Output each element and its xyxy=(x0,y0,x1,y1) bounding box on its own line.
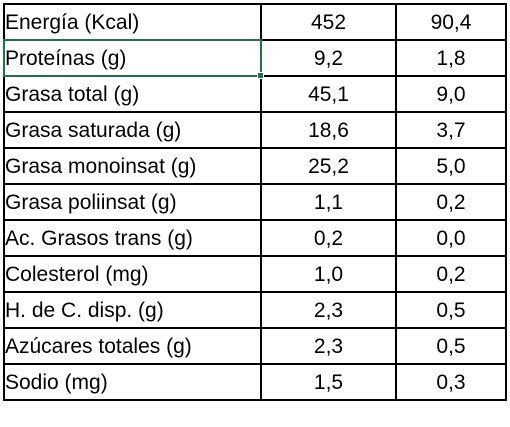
value-cell[interactable]: 1,8 xyxy=(395,39,507,77)
nutrition-table-body: Energía (Kcal) 452 90,4 Proteínas (g) 9,… xyxy=(3,3,507,401)
table-row: Energía (Kcal) 452 90,4 xyxy=(3,3,507,41)
value-cell[interactable]: 9,0 xyxy=(395,75,507,113)
value-cell[interactable]: 2,3 xyxy=(260,327,397,365)
value-cell[interactable]: 452 xyxy=(260,3,397,41)
value-cell[interactable]: 0,2 xyxy=(395,255,507,293)
value-cell[interactable]: 0,2 xyxy=(395,183,507,221)
value-cell[interactable]: 1,1 xyxy=(260,183,397,221)
nutrient-name-cell[interactable]: Grasa total (g) xyxy=(3,75,262,113)
table-row: H. de C. disp. (g) 2,3 0,5 xyxy=(3,291,507,329)
value-cell[interactable]: 25,2 xyxy=(260,147,397,185)
value-cell[interactable]: 18,6 xyxy=(260,111,397,149)
value-cell[interactable]: 0,2 xyxy=(260,219,397,257)
fill-handle[interactable] xyxy=(257,72,264,79)
table-row: Grasa saturada (g) 18,6 3,7 xyxy=(3,111,507,149)
table-row: Proteínas (g) 9,2 1,8 xyxy=(3,39,507,77)
nutrient-name-cell[interactable]: H. de C. disp. (g) xyxy=(3,291,262,329)
value-cell[interactable]: 9,2 xyxy=(260,39,397,77)
value-cell[interactable]: 0,5 xyxy=(395,291,507,329)
value-cell[interactable]: 2,3 xyxy=(260,291,397,329)
table-row: Sodio (mg) 1,5 0,3 xyxy=(3,363,507,401)
value-cell[interactable]: 3,7 xyxy=(395,111,507,149)
value-cell[interactable]: 45,1 xyxy=(260,75,397,113)
value-cell[interactable]: 0,3 xyxy=(395,363,507,401)
nutrient-name-cell[interactable]: Grasa saturada (g) xyxy=(3,111,262,149)
table-row: Grasa poliinsat (g) 1,1 0,2 xyxy=(3,183,507,221)
nutrient-name-cell[interactable]: Energía (Kcal) xyxy=(3,3,262,41)
nutrition-table: Energía (Kcal) 452 90,4 Proteínas (g) 9,… xyxy=(3,3,507,401)
table-row: Azúcares totales (g) 2,3 0,5 xyxy=(3,327,507,365)
nutrient-name-cell[interactable]: Grasa poliinsat (g) xyxy=(3,183,262,221)
value-cell[interactable]: 5,0 xyxy=(395,147,507,185)
table-row: Grasa total (g) 45,1 9,0 xyxy=(3,75,507,113)
value-cell[interactable]: 0,5 xyxy=(395,327,507,365)
value-cell[interactable]: 1,5 xyxy=(260,363,397,401)
table-row: Ac. Grasos trans (g) 0,2 0,0 xyxy=(3,219,507,257)
table-row: Colesterol (mg) 1,0 0,2 xyxy=(3,255,507,293)
table-row: Grasa monoinsat (g) 25,2 5,0 xyxy=(3,147,507,185)
nutrient-name-cell[interactable]: Sodio (mg) xyxy=(3,363,262,401)
value-cell[interactable]: 90,4 xyxy=(395,3,507,41)
nutrient-name-cell[interactable]: Proteínas (g) xyxy=(3,39,262,77)
nutrient-name-cell[interactable]: Colesterol (mg) xyxy=(3,255,262,293)
value-cell[interactable]: 1,0 xyxy=(260,255,397,293)
nutrient-name-cell[interactable]: Ac. Grasos trans (g) xyxy=(3,219,262,257)
value-cell[interactable]: 0,0 xyxy=(395,219,507,257)
nutrient-name-cell[interactable]: Azúcares totales (g) xyxy=(3,327,262,365)
nutrient-name-cell[interactable]: Grasa monoinsat (g) xyxy=(3,147,262,185)
